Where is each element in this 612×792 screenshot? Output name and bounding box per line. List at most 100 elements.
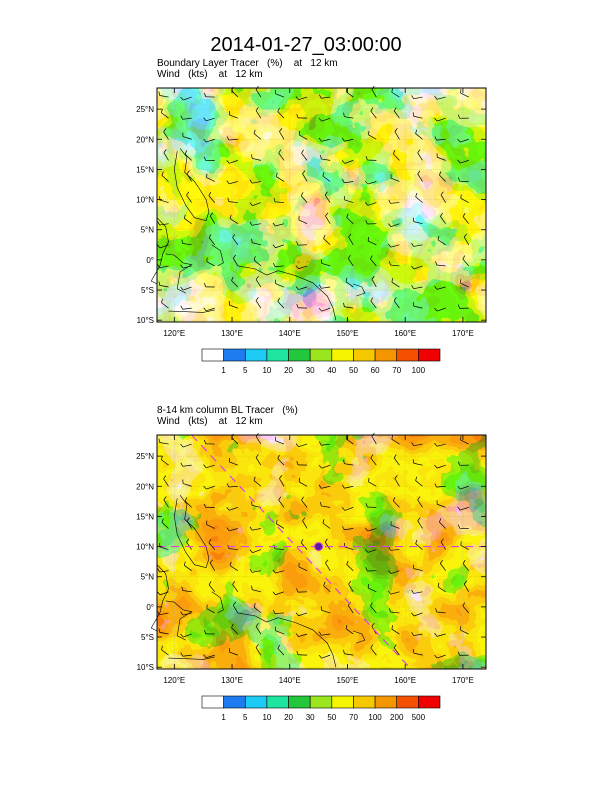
wind-barb-flag <box>342 179 345 183</box>
wind-barb <box>228 485 238 488</box>
wind-barb <box>460 629 469 635</box>
wind-barb-flag <box>276 172 278 177</box>
wind-barb <box>391 628 400 635</box>
lat-tick-label: 10°S <box>137 316 154 325</box>
wind-barb-flag <box>296 114 299 119</box>
wind-barb <box>413 115 423 119</box>
wind-barb <box>394 478 400 487</box>
wind-barb <box>159 285 169 288</box>
wind-barb-flag <box>343 649 345 654</box>
wind-barb <box>298 265 308 270</box>
wind-barb-flag <box>278 496 282 501</box>
wind-barb-flag <box>227 197 230 202</box>
wind-barb-flag <box>276 519 278 524</box>
wind-barb <box>252 202 262 206</box>
wind-barb <box>275 570 285 574</box>
wind-barb <box>275 630 285 635</box>
wind-barb-flag <box>296 650 299 655</box>
wind-barb-flag <box>371 275 375 280</box>
wind-barb-flag <box>272 244 276 248</box>
wind-barb-flag <box>203 138 207 143</box>
wind-barb <box>206 464 215 469</box>
wind-barb-flag <box>157 244 161 249</box>
wind-barb-flag <box>365 156 368 161</box>
wind-barb-flag <box>394 128 398 132</box>
wind-barb <box>206 608 215 614</box>
wind-barb-flag <box>186 538 190 543</box>
wind-barb <box>415 196 423 203</box>
wind-barb-flag <box>394 475 398 479</box>
wind-barb <box>321 96 331 99</box>
wind-barb-flag <box>462 560 466 564</box>
wind-barb-flag <box>158 628 161 633</box>
wind-barb-flag <box>325 559 329 564</box>
wind-barb-flag <box>415 129 418 134</box>
wind-barb <box>439 521 446 529</box>
wind-barb-flag <box>364 202 369 206</box>
wind-barb-flag <box>411 632 414 636</box>
wind-barb-flag <box>180 633 184 638</box>
colorbar-swatch <box>418 348 441 362</box>
wind-barb-flag <box>391 625 393 630</box>
wind-barb-flag <box>157 591 161 596</box>
wind-barb-flag <box>157 221 160 226</box>
wind-barb <box>368 481 377 487</box>
wind-barb <box>182 612 192 616</box>
wind-barb <box>298 96 308 101</box>
colorbar-swatch <box>331 348 354 362</box>
wind-barb <box>275 244 285 249</box>
wind-barb-flag <box>161 455 163 460</box>
wind-barb <box>460 138 469 143</box>
wind-barb <box>206 138 215 143</box>
wind-barb-flag <box>226 160 230 164</box>
wind-barb-flag <box>371 622 375 627</box>
wind-barb-flag <box>204 439 207 444</box>
panel1-coastlines <box>150 148 366 321</box>
wind-barb <box>206 117 215 122</box>
wind-barb <box>370 300 377 309</box>
colorbar-label: 40 <box>327 366 336 375</box>
wind-barb <box>370 457 377 466</box>
wind-barb-flag <box>457 138 461 143</box>
lat-tick-label: 10°N <box>136 543 154 552</box>
wind-barb <box>183 96 192 101</box>
wind-barb-flag <box>301 149 304 154</box>
wind-barb-flag <box>295 612 299 616</box>
panel2-frame <box>156 434 487 670</box>
wind-barb <box>440 541 446 550</box>
lat-tick-label: 10°S <box>137 663 154 672</box>
wind-barb-flag <box>411 442 414 446</box>
storm-center-marker <box>314 542 324 552</box>
wind-barb-flag <box>388 223 392 227</box>
wind-barb-flag <box>186 191 190 196</box>
wind-barb-flag <box>181 586 184 591</box>
wind-barb-flag <box>343 112 345 117</box>
lon-tick-label: 170°E <box>452 676 474 685</box>
wind-barb <box>229 461 238 466</box>
wind-barb <box>184 565 192 571</box>
wind-barb-flag <box>158 438 161 443</box>
wind-barb <box>253 480 262 487</box>
colorbar-swatch <box>266 695 289 709</box>
wind-barb-flag <box>251 501 253 506</box>
wind-barb <box>390 177 400 182</box>
wind-barb <box>368 587 377 593</box>
wind-barb <box>344 306 354 309</box>
wind-barb <box>436 485 446 488</box>
wind-barb-flag <box>279 475 283 479</box>
wind-barb <box>228 548 238 550</box>
wind-barb-flag <box>370 297 374 302</box>
wind-barb <box>393 457 400 466</box>
wind-barb <box>231 90 239 98</box>
wind-barb-flag <box>272 591 276 595</box>
wind-barb-flag <box>388 570 392 574</box>
wind-barb <box>161 302 169 309</box>
wind-barb-flag <box>161 171 164 176</box>
wind-barb <box>186 194 192 203</box>
lat-tick-label: 20°N <box>136 482 154 491</box>
wind-barb <box>390 202 400 204</box>
colorbar-swatch <box>374 348 398 362</box>
wind-barb-flag <box>325 212 329 217</box>
wind-barb-flag <box>415 192 418 197</box>
wind-barb <box>440 216 446 224</box>
